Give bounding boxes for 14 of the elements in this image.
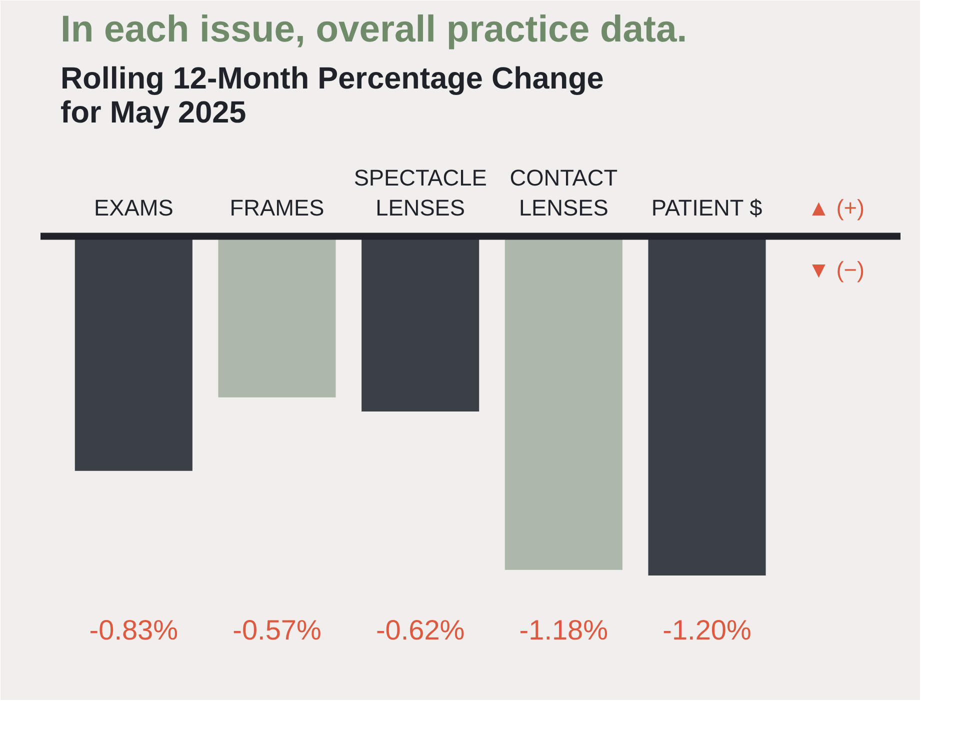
text: ▲ (+): [807, 194, 865, 220]
data-label: -1.18%: [519, 614, 608, 646]
x-tick-label: EXAMS: [94, 194, 174, 220]
x-tick-label: FRAMES: [230, 194, 324, 220]
x-tick-label: SPECTACLE LENSES: [354, 164, 487, 220]
chart-subtitle: Rolling 12-Month Percentage Change for May 2025: [60, 62, 604, 130]
annotation: ▼ (−): [807, 256, 865, 282]
data-label: -0.62%: [376, 614, 465, 646]
data-label: -0.83%: [89, 614, 178, 646]
data-label: -1.20%: [662, 614, 752, 646]
data-label: -0.57%: [232, 614, 322, 646]
x-tick-label: PATIENT $: [651, 194, 763, 220]
x-tick-label: CONTACT LENSES: [510, 164, 618, 220]
chart-title: In each issue, overall practice data.: [60, 8, 688, 50]
